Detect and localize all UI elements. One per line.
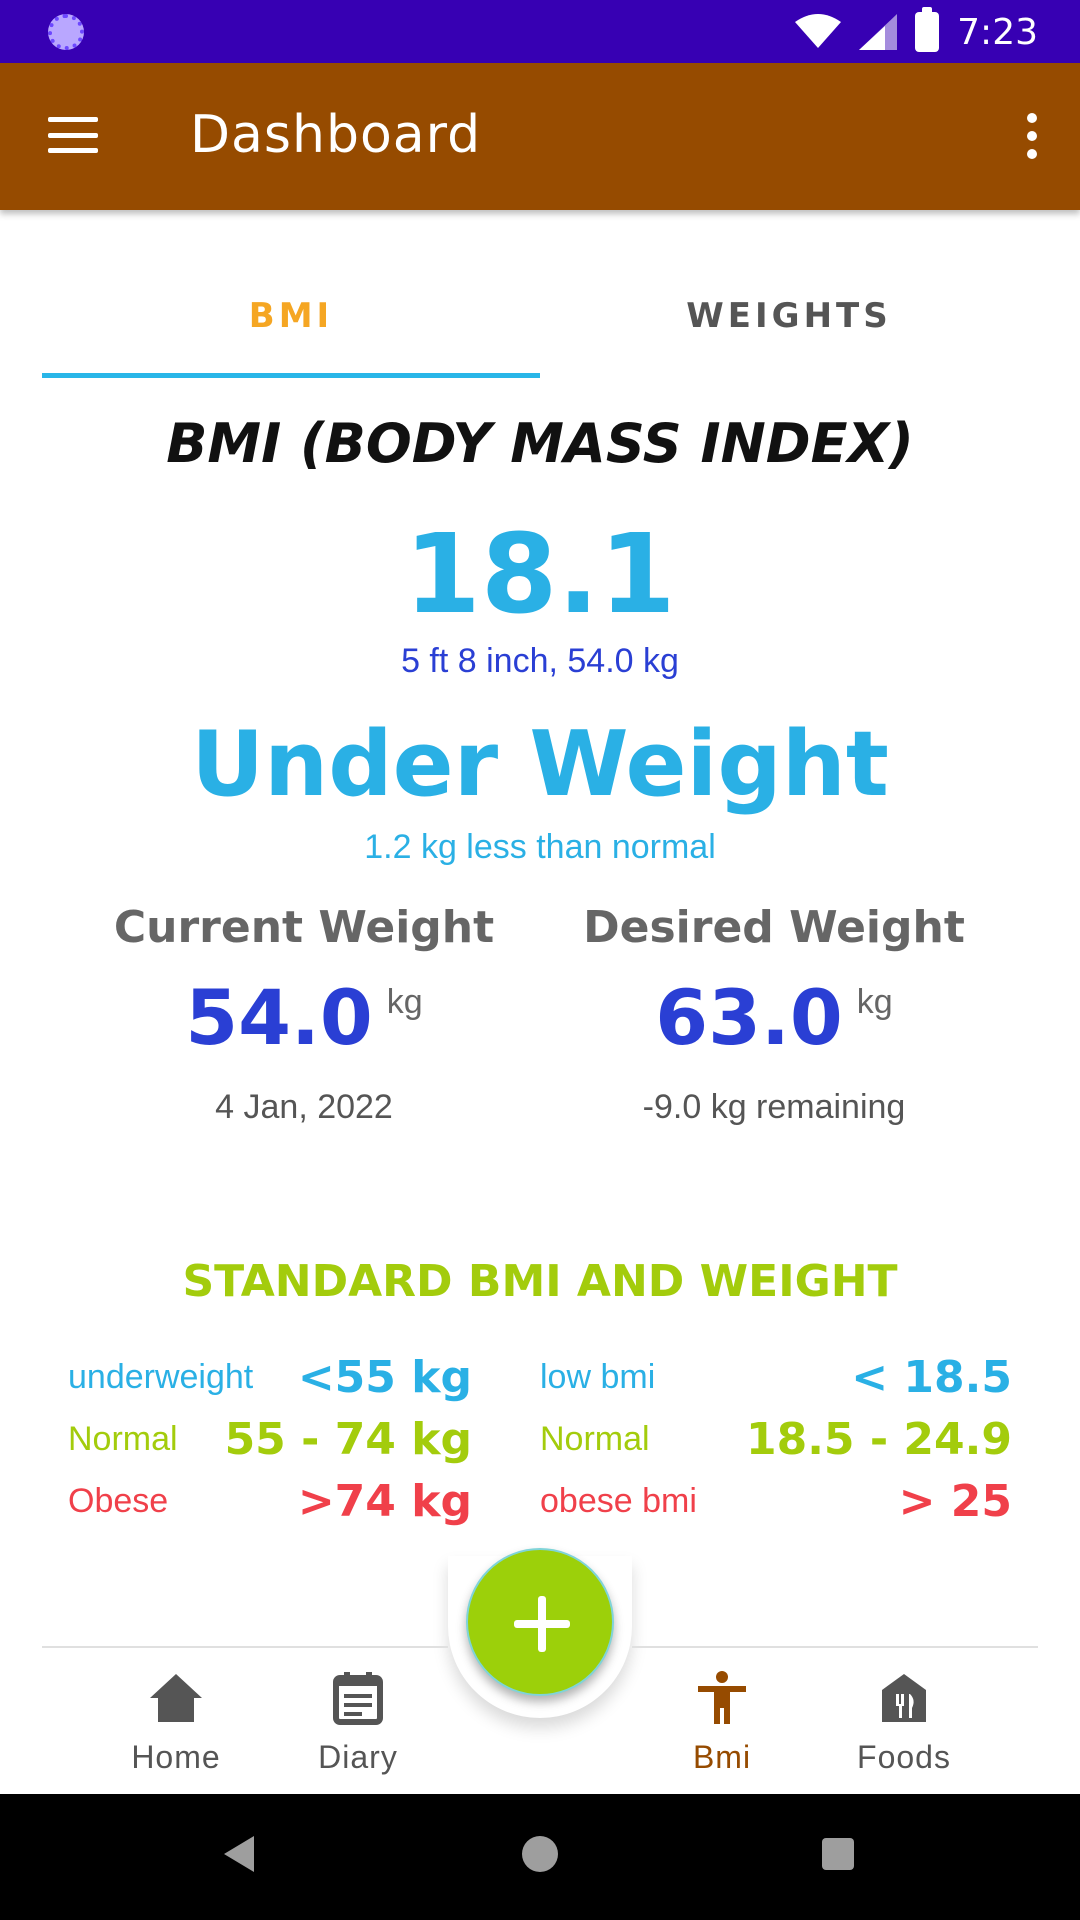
standard-table: underweight <55 kg low bmi < 18.5 Normal…: [68, 1346, 1012, 1532]
desired-weight-heading: Desired Weight: [583, 902, 965, 953]
bottom-nav: Home Diary Bmi Foods: [42, 1646, 1038, 1794]
desired-weight-remaining: -9.0 kg remaining: [642, 1088, 906, 1126]
weight-value: >74 kg: [297, 1475, 472, 1527]
tab-weights[interactable]: WEIGHTS: [686, 296, 892, 336]
desired-weight-unit: kg: [856, 983, 893, 1021]
tab-bar: BMI WEIGHTS: [42, 270, 1038, 378]
nav-divider: [42, 1646, 448, 1648]
current-weight-heading: Current Weight: [113, 902, 495, 953]
signal-icon: [859, 14, 898, 50]
bmi-value: 18.1: [404, 510, 676, 638]
nav-label-foods: Foods: [857, 1739, 951, 1775]
nav-item-home[interactable]: Home: [96, 1670, 256, 1776]
loading-icon: [48, 14, 84, 50]
status-bar: 7:23: [0, 0, 1080, 63]
desired-weight-card: Desired Weight 63.0 kg -9.0 kg remaining: [534, 902, 1014, 1127]
nav-label-diary: Diary: [318, 1739, 398, 1775]
table-row: underweight <55 kg low bmi < 18.5: [68, 1346, 1012, 1408]
nav-item-diary[interactable]: Diary: [278, 1670, 438, 1776]
home-circle-icon[interactable]: [522, 1836, 558, 1872]
nav-label-home: Home: [131, 1739, 221, 1775]
back-icon[interactable]: [224, 1836, 254, 1872]
bmi-status-diff: 1.2 kg less than normal: [364, 828, 716, 866]
wifi-icon: [795, 14, 842, 48]
calendar-icon: [333, 1672, 383, 1725]
bmi-details: 5 ft 8 inch, 54.0 kg: [401, 642, 679, 680]
menu-icon[interactable]: [48, 115, 98, 155]
restaurant-icon: [882, 1674, 926, 1722]
table-row: Obese >74 kg obese bmi > 25: [68, 1470, 1012, 1532]
home-icon: [150, 1674, 202, 1722]
weight-label: underweight: [68, 1357, 254, 1396]
current-weight-value: 54.0: [185, 973, 373, 1062]
desired-weight-value: 63.0: [655, 973, 843, 1062]
weight-label: Obese: [68, 1481, 169, 1520]
page-title: Dashboard: [190, 105, 482, 165]
current-weight-unit: kg: [386, 983, 423, 1021]
person-icon: [698, 1671, 746, 1724]
weight-label: Normal: [68, 1419, 178, 1458]
standard-title: STANDARD BMI AND WEIGHT: [182, 1256, 898, 1307]
battery-icon: [915, 7, 940, 52]
tab-bmi[interactable]: BMI: [42, 270, 540, 378]
weight-value: 55 - 74 kg: [224, 1413, 472, 1465]
add-button[interactable]: [466, 1548, 614, 1696]
recents-icon[interactable]: [822, 1838, 854, 1870]
table-row: Normal 55 - 74 kg Normal 18.5 - 24.9: [68, 1408, 1012, 1470]
more-options-icon[interactable]: [1022, 113, 1042, 159]
status-time: 7:23: [957, 11, 1038, 53]
bmi-title: BMI (BODY MASS INDEX): [166, 412, 914, 475]
status-icons: 7:23: [795, 7, 1038, 56]
bmi-status: Under Weight: [191, 712, 889, 817]
nav-label-bmi: Bmi: [692, 1739, 752, 1775]
weight-value: <55 kg: [297, 1351, 472, 1403]
bmi-label: obese bmi: [540, 1481, 697, 1520]
app-bar: Dashboard: [0, 63, 1080, 210]
bmi-range-value: < 18.5: [851, 1351, 1012, 1403]
bmi-range-value: 18.5 - 24.9: [745, 1413, 1012, 1465]
nav-item-bmi[interactable]: Bmi: [642, 1670, 802, 1776]
bmi-label: low bmi: [540, 1357, 656, 1396]
system-nav-bar: [0, 1794, 1080, 1920]
bmi-range-value: > 25: [898, 1475, 1012, 1527]
bmi-label: Normal: [540, 1419, 650, 1458]
nav-item-foods[interactable]: Foods: [824, 1670, 984, 1776]
nav-divider: [632, 1646, 1038, 1648]
current-weight-date: 4 Jan, 2022: [215, 1088, 393, 1126]
current-weight-card: Current Weight 54.0 kg 4 Jan, 2022: [64, 902, 544, 1127]
